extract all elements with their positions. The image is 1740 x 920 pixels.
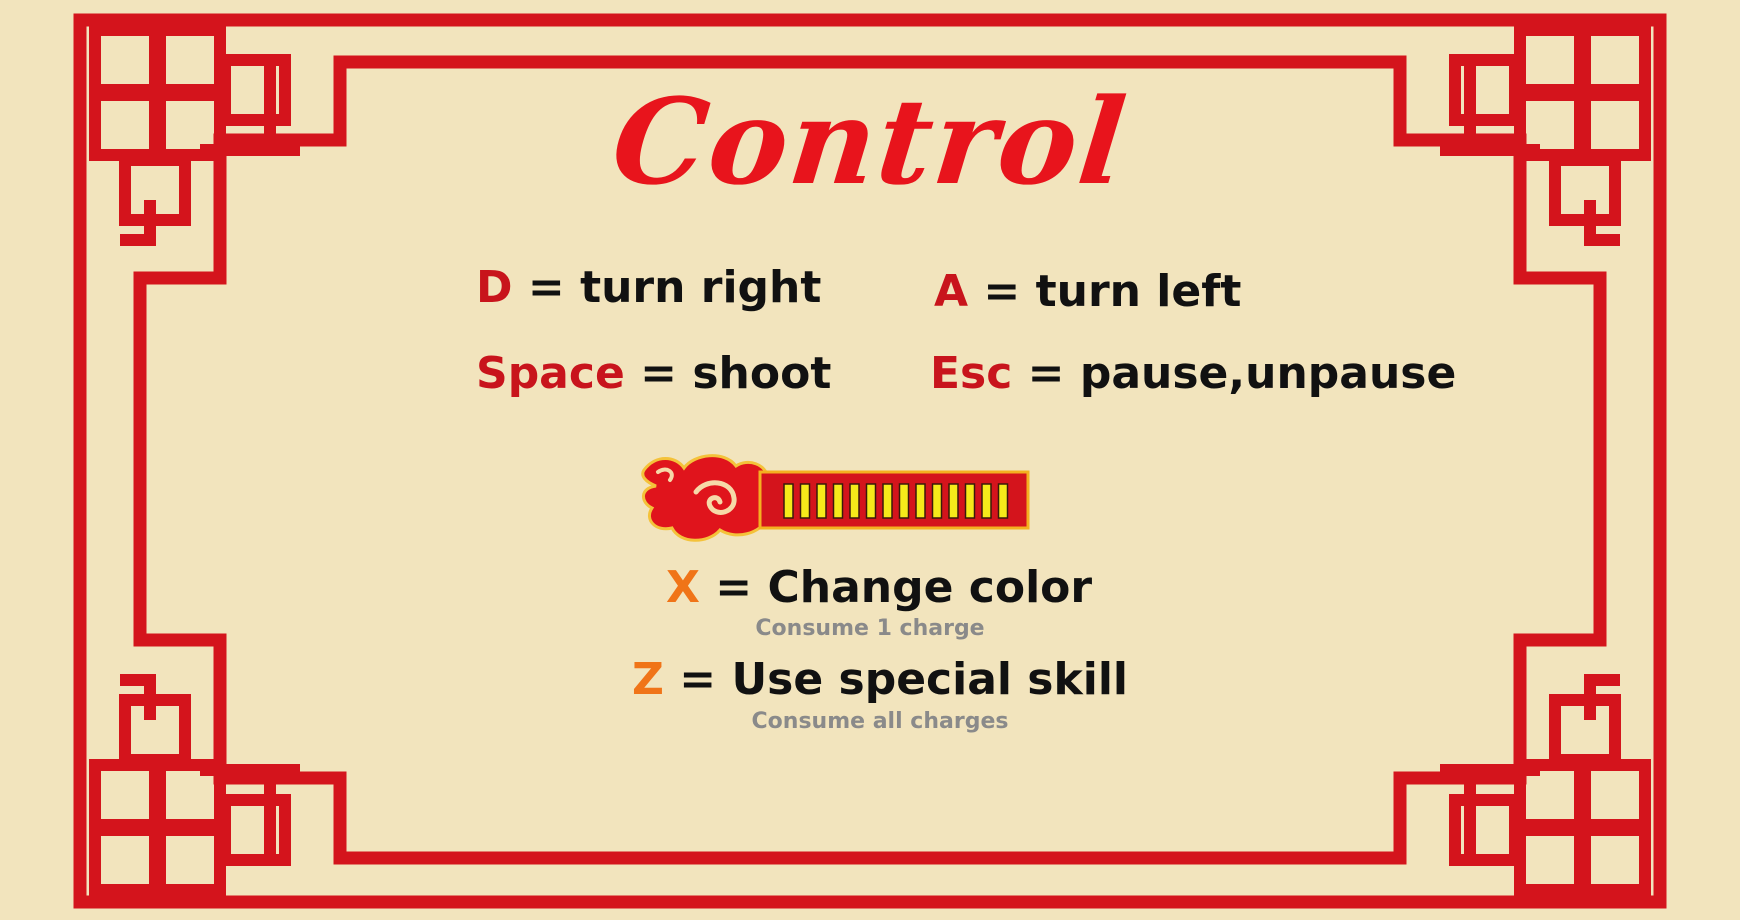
page-title: Control (606, 72, 1134, 211)
key-label: Z (632, 654, 664, 705)
skill-note: Consume all charges (751, 709, 1009, 734)
charge-cell (849, 483, 860, 519)
charge-cell (816, 483, 827, 519)
charge-cell (832, 483, 844, 519)
separator: = (1027, 348, 1065, 399)
separator: = (715, 562, 753, 613)
separator: = (527, 262, 565, 313)
action-label: shoot (692, 348, 832, 399)
skill-change-color: X = Change color (666, 562, 1092, 613)
charge-cell (997, 483, 1009, 519)
charge-cell (981, 483, 992, 519)
key-label: A (934, 266, 969, 317)
charge-cell (799, 483, 811, 519)
action-label: turn left (1035, 266, 1242, 317)
key-label: Space (476, 348, 625, 399)
charge-cell (915, 483, 926, 519)
charge-bar (641, 454, 1030, 542)
action-label: Use special skill (731, 654, 1128, 705)
skill-note: Consume 1 charge (755, 616, 985, 641)
charge-cell (865, 483, 877, 519)
control-turn-right: D = turn right (476, 262, 821, 313)
charge-cell (783, 483, 794, 519)
charge-cell (931, 483, 943, 519)
charge-cell (898, 483, 910, 519)
skill-special: Z = Use special skill (632, 654, 1128, 705)
key-label: D (476, 262, 513, 313)
control-shoot: Space = shoot (476, 348, 831, 399)
action-label: Change color (767, 562, 1093, 613)
action-label: pause,unpause (1079, 348, 1457, 399)
charge-cell (948, 483, 959, 519)
control-turn-left: A = turn left (934, 266, 1241, 317)
control-pause: Esc = pause,unpause (930, 348, 1456, 399)
separator: = (679, 654, 717, 705)
key-label: X (666, 562, 700, 613)
charge-cell (964, 483, 976, 519)
cloud-icon (641, 454, 770, 542)
action-label: turn right (580, 262, 822, 313)
separator: = (640, 348, 678, 399)
separator: = (983, 266, 1021, 317)
key-label: Esc (930, 348, 1013, 399)
charge-cell (882, 483, 893, 519)
